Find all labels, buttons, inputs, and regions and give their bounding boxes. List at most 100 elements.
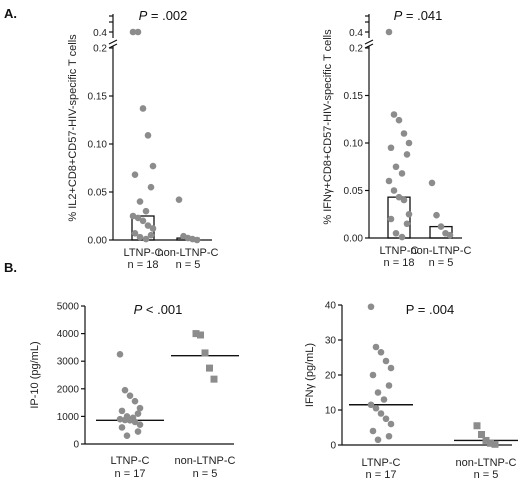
x-category-label: non-LTNP-C — [158, 247, 219, 259]
data-point — [374, 436, 382, 444]
data-point — [131, 418, 139, 426]
chart-b2: P = .004 0 10 20 30 40 IFNγ (pg/mL) LTNP-Cn = 1… — [304, 301, 518, 479]
y-tick-label: 2000 — [57, 384, 80, 395]
x-category-label: non-LTNP-C — [411, 245, 472, 257]
axis-break-mark — [364, 39, 374, 49]
y-tick-label-break: 0.4 — [93, 28, 107, 39]
x-n-label: n = 5 — [429, 257, 454, 269]
y-tick-label: 0 — [330, 441, 336, 452]
title-p-italic: P — [134, 302, 143, 317]
y-tick-label: 0.2 — [349, 44, 363, 55]
data-point — [116, 351, 124, 358]
data-point — [134, 214, 142, 222]
data-point — [193, 236, 201, 244]
y-tick-label: 0.15 — [344, 91, 364, 102]
y-tick-label: 3000 — [57, 357, 80, 368]
data-point — [387, 144, 395, 152]
data-point — [136, 233, 144, 241]
data-point — [385, 382, 393, 389]
title-p-value: = .002 — [147, 8, 187, 23]
data-point — [118, 407, 126, 415]
data-point — [382, 357, 390, 365]
data-point — [367, 401, 375, 409]
charts: P = .002 0.4 0.00 0.05 0.10 0.15 0.2 % IL2+CD8+… — [29, 8, 518, 479]
x-category-label: LTNP-C — [362, 457, 401, 469]
data-point-square — [192, 330, 200, 338]
data-point — [395, 193, 403, 201]
data-point-square — [473, 422, 481, 430]
chart-title: P < .001 — [134, 302, 183, 317]
y-tick-label: 0.05 — [88, 188, 108, 199]
y-tick-label: 0 — [73, 440, 79, 451]
y-axis-label: % IL2+CD8+CD57-HIV-specific T cells — [67, 34, 79, 222]
y-tick-label: 0.05 — [344, 186, 364, 197]
data-point — [144, 222, 152, 229]
data-point — [433, 211, 440, 219]
data-point — [134, 28, 142, 36]
data-point — [131, 229, 139, 237]
data-point — [390, 111, 398, 118]
x-category-label: LTNP-C — [111, 455, 150, 467]
y-tick-label: 1000 — [57, 412, 80, 423]
title-p-value: < .001 — [142, 302, 182, 317]
data-point — [372, 343, 380, 351]
data-point — [387, 364, 395, 372]
title-p-italic: P — [139, 8, 148, 23]
data-point — [149, 225, 157, 232]
x-category-label: non-LTNP-C — [456, 457, 517, 469]
data-point — [367, 303, 375, 311]
x-n-label: n = 18 — [128, 259, 159, 271]
data-point — [147, 231, 155, 239]
data-point — [121, 386, 129, 394]
y-tick-label-break: 0.4 — [349, 28, 363, 39]
x-category-label: LTNP-C — [380, 245, 419, 257]
data-point — [380, 396, 388, 403]
data-point — [123, 432, 131, 440]
title-p-value: P = .004 — [406, 302, 455, 317]
data-point — [131, 171, 139, 179]
data-point — [134, 410, 142, 417]
data-point — [147, 183, 155, 191]
y-tick-label: 0.10 — [88, 140, 108, 151]
y-tick-label: 40 — [325, 301, 337, 312]
data-point — [398, 170, 406, 177]
y-tick-label: 10 — [325, 406, 337, 417]
data-point-square — [487, 439, 494, 447]
y-tick-label: 30 — [325, 336, 337, 347]
chart-a1: P = .002 0.4 0.00 0.05 0.10 0.15 0.2 % IL2+CD8+… — [67, 8, 219, 271]
data-point — [382, 415, 390, 423]
x-n-label: n = 5 — [474, 469, 499, 479]
x-category-label: non-LTNP-C — [175, 455, 236, 467]
data-point — [428, 179, 436, 187]
x-category-label: LTNP-C — [124, 247, 163, 259]
x-n-label: n = 5 — [176, 259, 201, 271]
data-point — [405, 210, 413, 218]
chart-b1: P < .001 0 1000 2000 3000 4000 5000 IP-10 (pg/m… — [29, 302, 239, 479]
y-tick-label: 4000 — [57, 329, 80, 340]
data-point — [374, 389, 382, 396]
data-point — [392, 229, 400, 237]
data-point — [403, 151, 411, 158]
data-point — [149, 162, 157, 170]
data-point — [144, 132, 152, 139]
data-point — [387, 215, 395, 223]
data-point — [385, 432, 393, 440]
data-point-square — [210, 375, 218, 383]
title-p-value: = .041 — [402, 8, 442, 23]
chart-title: P = .041 — [394, 8, 443, 23]
data-point — [131, 397, 139, 405]
data-point — [129, 28, 137, 36]
data-point — [392, 163, 400, 171]
data-point — [403, 220, 411, 228]
data-point-square — [197, 331, 204, 339]
x-n-label: n = 5 — [193, 468, 218, 479]
data-point — [142, 207, 150, 215]
y-tick-label: 20 — [325, 371, 337, 382]
chart-title: P = .004 — [406, 302, 455, 317]
data-point — [136, 198, 144, 205]
data-point — [126, 392, 134, 400]
y-axis-label: % IFNγ+CD8+CD57-HIV-specific T cells — [322, 29, 334, 225]
axis-break-mark — [108, 39, 118, 49]
data-point-square — [491, 440, 499, 448]
